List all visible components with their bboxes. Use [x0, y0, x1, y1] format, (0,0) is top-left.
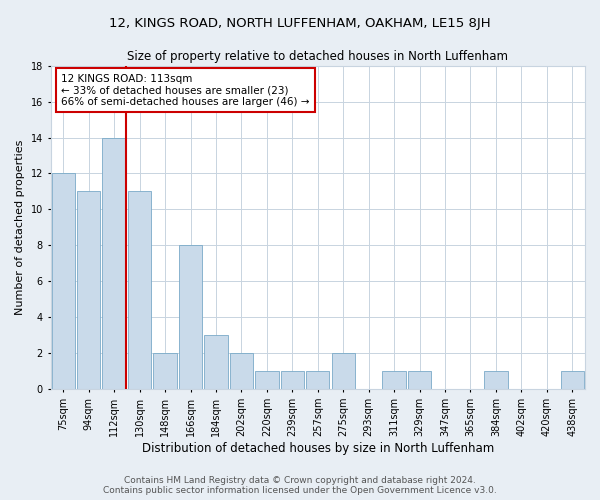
Bar: [484, 372, 508, 390]
Bar: [382, 372, 406, 390]
Bar: [77, 192, 100, 390]
Text: 12, KINGS ROAD, NORTH LUFFENHAM, OAKHAM, LE15 8JH: 12, KINGS ROAD, NORTH LUFFENHAM, OAKHAM,…: [109, 18, 491, 30]
Bar: [103, 138, 126, 390]
Bar: [306, 372, 329, 390]
Bar: [204, 336, 227, 390]
Bar: [154, 354, 177, 390]
Text: 12 KINGS ROAD: 113sqm
← 33% of detached houses are smaller (23)
66% of semi-deta: 12 KINGS ROAD: 113sqm ← 33% of detached …: [61, 74, 310, 107]
Bar: [332, 354, 355, 390]
Text: Contains HM Land Registry data © Crown copyright and database right 2024.
Contai: Contains HM Land Registry data © Crown c…: [103, 476, 497, 495]
Bar: [281, 372, 304, 390]
Bar: [560, 372, 584, 390]
Bar: [128, 192, 151, 390]
Bar: [179, 246, 202, 390]
Title: Size of property relative to detached houses in North Luffenham: Size of property relative to detached ho…: [127, 50, 508, 63]
Bar: [52, 174, 75, 390]
Bar: [408, 372, 431, 390]
X-axis label: Distribution of detached houses by size in North Luffenham: Distribution of detached houses by size …: [142, 442, 494, 455]
Bar: [255, 372, 278, 390]
Y-axis label: Number of detached properties: Number of detached properties: [15, 140, 25, 315]
Bar: [230, 354, 253, 390]
